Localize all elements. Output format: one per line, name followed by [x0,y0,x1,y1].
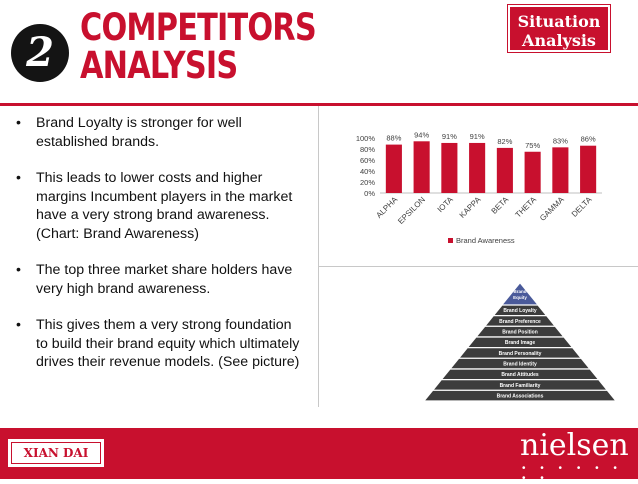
xian-dai-logo-text: XIAN DAI [11,442,101,464]
y-tick-label: 80% [360,145,375,154]
bar [469,142,486,193]
pyramid-level-label: Brand Position [502,329,538,335]
pyramid-level-label: Brand Personality [499,351,542,357]
bullet-item: This leads to lower costs and higher mar… [8,169,304,243]
bar [580,145,597,193]
x-tick-label: BETA [490,195,511,216]
y-tick-label: 40% [360,167,375,176]
pyramid-apex-label: Brand [513,289,526,294]
pyramid-level-label: Brand Attitudes [501,372,539,378]
y-tick-label: 20% [360,178,375,187]
pyramid-apex [501,282,539,306]
legend-swatch [448,238,453,243]
data-label: 82% [497,137,512,146]
data-label: 88% [386,134,401,143]
section-tag: Situation Analysis [507,4,611,53]
footer: XIAN DAI nielsen • • • • • • • • [0,428,638,484]
title-line-1: COMPETITORS [80,6,317,49]
xian-dai-logo: XIAN DAI [8,439,104,467]
bar [441,142,458,193]
bar [524,151,541,193]
header-divider [0,103,638,106]
pyramid-level-label: Brand Associations [497,393,544,399]
section-tag-line-1: Situation [517,12,601,31]
x-tick-label: IOTA [436,195,456,215]
pyramid-apex-label: Equity [513,295,527,300]
pyramid-level-label: Brand Image [505,340,536,346]
x-tick-label: DELTA [570,195,594,219]
pyramid-level-label: Brand Familiarity [500,383,541,389]
bar [496,147,513,193]
page-title: COMPETITORS ANALYSIS [80,6,317,87]
pyramid-level-label: Brand Preference [499,319,541,325]
y-tick-label: 60% [360,156,375,165]
data-label: 91% [442,132,457,141]
legend-label: Brand Awareness [456,236,515,245]
bar [552,147,569,193]
y-tick-label: 0% [364,189,375,198]
x-tick-label: KAPPA [458,195,483,220]
brand-awareness-chart: 0% 20% 40% 60% 80% 100% 88% ALPHA 94% EPSILON 91% I… [356,130,602,245]
title-line-2: ANALYSIS [80,44,238,87]
pyramid-level [422,389,618,402]
x-tick-label: THETA [514,195,539,220]
y-tick-label: 100% [356,134,376,143]
pyramid-level-label: Brand Loyalty [503,308,537,314]
data-label: 83% [553,136,568,145]
bullet-item: The top three market share holders have … [8,261,304,298]
data-label: 75% [525,141,540,150]
pyramid-level-label: Brand Identity [503,361,537,367]
horizontal-divider [319,266,638,267]
section-tag-line-2: Analysis [522,31,596,50]
nielsen-logo: nielsen [520,428,629,463]
section-number-badge: 2 [11,24,69,82]
bullet-item: Brand Loyalty is stronger for well estab… [8,114,304,151]
bullet-item: This gives them a very strong foundation… [8,316,304,372]
vertical-divider [318,106,319,407]
data-label: 91% [470,132,485,141]
bar [413,141,430,193]
nielsen-logo-dots: • • • • • • • • [522,463,623,484]
bar [385,144,402,193]
x-tick-label: ALPHA [374,195,399,220]
x-tick-label: GAMMA [538,195,566,223]
x-tick-label: EPSILON [396,195,427,226]
bullet-list: Brand Loyalty is stronger for well estab… [8,114,304,390]
data-label: 94% [414,130,429,139]
data-label: 86% [581,135,596,144]
